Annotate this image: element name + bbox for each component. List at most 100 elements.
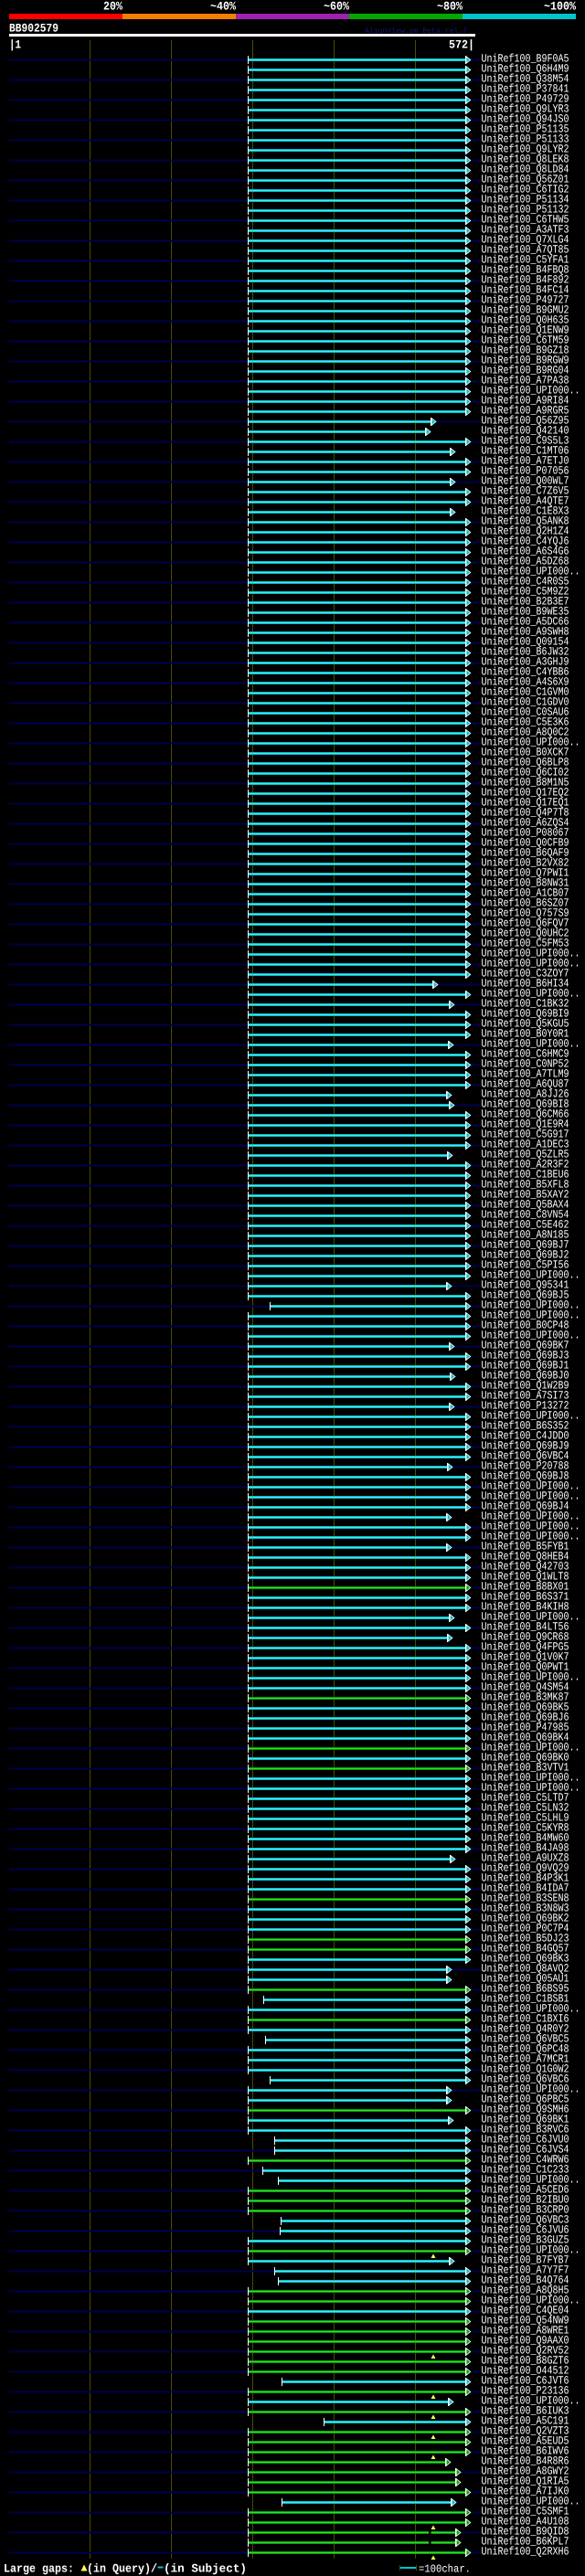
- svg-text:UniRef100_C5M9Z2: UniRef100_C5M9Z2: [482, 585, 569, 598]
- svg-text:UniRef100_Q8LD84: UniRef100_Q8LD84: [482, 163, 569, 175]
- svg-text:UniRef100_P37841: UniRef100_P37841: [482, 82, 569, 95]
- svg-text:UniRef100_Q5BAX4: UniRef100_Q5BAX4: [482, 1198, 569, 1211]
- svg-text:UniRef100_Q56Z95: UniRef100_Q56Z95: [482, 414, 569, 427]
- svg-text:UniRef100_B9WE35: UniRef100_B9WE35: [482, 605, 569, 618]
- svg-text:UniRef100_A8N185: UniRef100_A8N185: [482, 1228, 569, 1241]
- svg-text:UniRef100_P23136: UniRef100_P23136: [482, 2384, 569, 2397]
- svg-text:UniRef100_Q2H1Z4: UniRef100_Q2H1Z4: [482, 525, 569, 537]
- svg-text:UniRef100_UPI000..: UniRef100_UPI000..: [482, 957, 580, 970]
- svg-text:UniRef100_Q0H635: UniRef100_Q0H635: [482, 313, 569, 326]
- svg-text:UniRef100_C1BK32: UniRef100_C1BK32: [482, 997, 569, 1010]
- svg-text:UniRef100_C0SAU6: UniRef100_C0SAU6: [482, 705, 569, 718]
- svg-text:UniRef100_B8NW31: UniRef100_B8NW31: [482, 876, 569, 889]
- svg-text:UniRef100_P49729: UniRef100_P49729: [482, 92, 569, 105]
- svg-text:UniRef100_B6SZ07: UniRef100_B6SZ07: [482, 896, 569, 909]
- svg-text:UniRef100_C4QE04: UniRef100_C4QE04: [482, 2304, 569, 2316]
- svg-text:UniRef100_A8JJ26: UniRef100_A8JJ26: [482, 1087, 569, 1100]
- svg-text:UniRef100_B4Q764: UniRef100_B4Q764: [482, 2274, 569, 2286]
- svg-text:UniRef100_Q54NW9: UniRef100_Q54NW9: [482, 2314, 569, 2327]
- svg-text:UniRef100_Q95341: UniRef100_Q95341: [482, 1278, 569, 1291]
- svg-text:UniRef100_P47985: UniRef100_P47985: [482, 1721, 569, 1733]
- svg-text:UniRef100_C6JVU0: UniRef100_C6JVU0: [482, 2133, 569, 2146]
- svg-text:UniRef100_B0CP48: UniRef100_B0CP48: [482, 1319, 569, 1331]
- svg-text:UniRef100_Q69BJ5: UniRef100_Q69BJ5: [482, 1288, 569, 1301]
- svg-text:UniRef100_Q2RXH6: UniRef100_Q2RXH6: [482, 2545, 569, 2558]
- svg-text:UniRef100_B4IDA7: UniRef100_B4IDA7: [482, 1882, 569, 1894]
- svg-text:UniRef100_C5KYR8: UniRef100_C5KYR8: [482, 1821, 569, 1834]
- svg-text:UniRef100_B3SEN8: UniRef100_B3SEN8: [482, 1892, 569, 1904]
- svg-text:UniRef100_C6THW5: UniRef100_C6THW5: [482, 213, 569, 226]
- svg-text:UniRef100_UPI000..: UniRef100_UPI000..: [482, 1771, 580, 1784]
- svg-text:UniRef100_B9RGW9: UniRef100_B9RGW9: [482, 354, 569, 366]
- svg-text:BB902579: BB902579: [9, 22, 58, 36]
- svg-text:UniRef100_Q6VBC3: UniRef100_Q6VBC3: [482, 2213, 569, 2226]
- svg-text:UniRef100_A1CB07: UniRef100_A1CB07: [482, 886, 569, 899]
- svg-text:UniRef100_C6JVT6: UniRef100_C6JVT6: [482, 2374, 569, 2387]
- svg-text:UniRef100_C7Z6V5: UniRef100_C7Z6V5: [482, 484, 569, 497]
- svg-text:UniRef100_Q2VZT3: UniRef100_Q2VZT3: [482, 2424, 569, 2437]
- svg-text:UniRef100_Q9SMH6: UniRef100_Q9SMH6: [482, 2103, 569, 2115]
- svg-text:UniRef100_B9GMU2: UniRef100_B9GMU2: [482, 303, 569, 316]
- svg-text:UniRef100_C3ZOY7: UniRef100_C3ZOY7: [482, 967, 569, 980]
- svg-text:UniRef100_Q1E9R4: UniRef100_Q1E9R4: [482, 1118, 569, 1130]
- svg-text:UniRef100_P51133: UniRef100_P51133: [482, 133, 569, 145]
- svg-text:UniRef100_A8Q0C2: UniRef100_A8Q0C2: [482, 726, 569, 738]
- svg-text:UniRef100_Q69BK4: UniRef100_Q69BK4: [482, 1731, 569, 1744]
- svg-text:~40%: ~40%: [210, 0, 236, 14]
- svg-text:UniRef100_B8GZT6: UniRef100_B8GZT6: [482, 2354, 569, 2367]
- svg-text:UniRef100_UPI000..: UniRef100_UPI000..: [482, 1489, 580, 1502]
- svg-text:AlignView.pm Beta rel.7: AlignView.pm Beta rel.7: [365, 27, 467, 36]
- svg-text:UniRef100_Q94JS0: UniRef100_Q94JS0: [482, 112, 569, 125]
- svg-text:UniRef100_B6IUK3: UniRef100_B6IUK3: [482, 2404, 569, 2417]
- svg-text:(in Query)/: (in Query)/: [87, 2562, 157, 2576]
- svg-text:UniRef100_C5LTD7: UniRef100_C5LTD7: [482, 1791, 569, 1804]
- svg-text:UniRef100_A4U108: UniRef100_A4U108: [482, 2515, 569, 2528]
- svg-text:UniRef100_A9UXZ8: UniRef100_A9UXZ8: [482, 1851, 569, 1864]
- svg-text:UniRef100_C5SMF1: UniRef100_C5SMF1: [482, 2505, 569, 2518]
- svg-text:UniRef100_Q9LYR3: UniRef100_Q9LYR3: [482, 102, 569, 115]
- svg-text:UniRef100_B3RVC6: UniRef100_B3RVC6: [482, 2123, 569, 2136]
- svg-text:UniRef100_P51132: UniRef100_P51132: [482, 203, 569, 216]
- svg-text:UniRef100_UPI000..: UniRef100_UPI000..: [482, 1520, 580, 1532]
- svg-text:UniRef100_A6S4G6: UniRef100_A6S4G6: [482, 545, 569, 557]
- svg-text:UniRef100_Q69BJ8: UniRef100_Q69BJ8: [482, 1469, 569, 1482]
- svg-text:UniRef100_Q6VBC6: UniRef100_Q6VBC6: [482, 2072, 569, 2085]
- svg-text:UniRef100_A4QTE7: UniRef100_A4QTE7: [482, 494, 569, 507]
- svg-text:UniRef100_B6BS95: UniRef100_B6BS95: [482, 1982, 569, 1995]
- svg-text:UniRef100_Q5ANK8: UniRef100_Q5ANK8: [482, 514, 569, 527]
- svg-text:UniRef100_B5DJ23: UniRef100_B5DJ23: [482, 1932, 569, 1945]
- svg-text:UniRef100_C5G917: UniRef100_C5G917: [482, 1128, 569, 1140]
- svg-text:UniRef100_Q9AAX0: UniRef100_Q9AAX0: [482, 2334, 569, 2347]
- svg-text:UniRef100_Q8HEB4: UniRef100_Q8HEB4: [482, 1550, 569, 1563]
- svg-text:UniRef100_A6QU87: UniRef100_A6QU87: [482, 1077, 569, 1090]
- svg-text:UniRef100_Q9VQ29: UniRef100_Q9VQ29: [482, 1861, 569, 1874]
- svg-text:UniRef100_C4YBB6: UniRef100_C4YBB6: [482, 665, 569, 678]
- svg-text:UniRef100_B4P3K1: UniRef100_B4P3K1: [482, 1871, 569, 1884]
- svg-text:UniRef100_Q6H4M9: UniRef100_Q6H4M9: [482, 62, 569, 75]
- svg-text:UniRef100_C1BEU6: UniRef100_C1BEU6: [482, 1168, 569, 1181]
- svg-text:UniRef100_UPI000..: UniRef100_UPI000..: [482, 1329, 580, 1341]
- svg-text:UniRef100_Q69BK2: UniRef100_Q69BK2: [482, 1912, 569, 1924]
- svg-text:UniRef100_Q5KGU5: UniRef100_Q5KGU5: [482, 1017, 569, 1030]
- svg-text:UniRef100_A8Q8H5: UniRef100_A8Q8H5: [482, 2284, 569, 2296]
- svg-text:UniRef100_A7IJK0: UniRef100_A7IJK0: [482, 2485, 569, 2497]
- svg-text:UniRef100_Q6PBC5: UniRef100_Q6PBC5: [482, 2093, 569, 2105]
- svg-text:UniRef100_Q1ENW9: UniRef100_Q1ENW9: [482, 323, 569, 336]
- svg-text:UniRef100_C5LN32: UniRef100_C5LN32: [482, 1801, 569, 1814]
- svg-text:UniRef100_Q6CI02: UniRef100_Q6CI02: [482, 766, 569, 779]
- svg-text:UniRef100_Q757S9: UniRef100_Q757S9: [482, 906, 569, 919]
- svg-text:UniRef100_Q4R0Y2: UniRef100_Q4R0Y2: [482, 2022, 569, 2035]
- svg-text:UniRef100_A2R3F2: UniRef100_A2R3F2: [482, 1158, 569, 1171]
- svg-text:UniRef100_Q69BK5: UniRef100_Q69BK5: [482, 1701, 569, 1713]
- svg-text:UniRef100_B4LT56: UniRef100_B4LT56: [482, 1620, 569, 1633]
- svg-text:UniRef100_Q42140: UniRef100_Q42140: [482, 424, 569, 437]
- svg-text:UniRef100_Q69BI8: UniRef100_Q69BI8: [482, 1097, 569, 1110]
- svg-text:UniRef100_C6TIG2: UniRef100_C6TIG2: [482, 183, 569, 196]
- svg-text:UniRef100_B4KIH8: UniRef100_B4KIH8: [482, 1600, 569, 1613]
- svg-text:UniRef100_UPI000..: UniRef100_UPI000..: [482, 1670, 580, 1683]
- svg-text:UniRef100_B6IWV6: UniRef100_B6IWV6: [482, 2444, 569, 2457]
- svg-text:UniRef100_Q69BJ2: UniRef100_Q69BJ2: [482, 1248, 569, 1261]
- svg-text:UniRef100_B6JW32: UniRef100_B6JW32: [482, 645, 569, 658]
- svg-text:UniRef100_Q4SM54: UniRef100_Q4SM54: [482, 1680, 569, 1693]
- svg-text:UniRef100_UPI000..: UniRef100_UPI000..: [482, 565, 580, 578]
